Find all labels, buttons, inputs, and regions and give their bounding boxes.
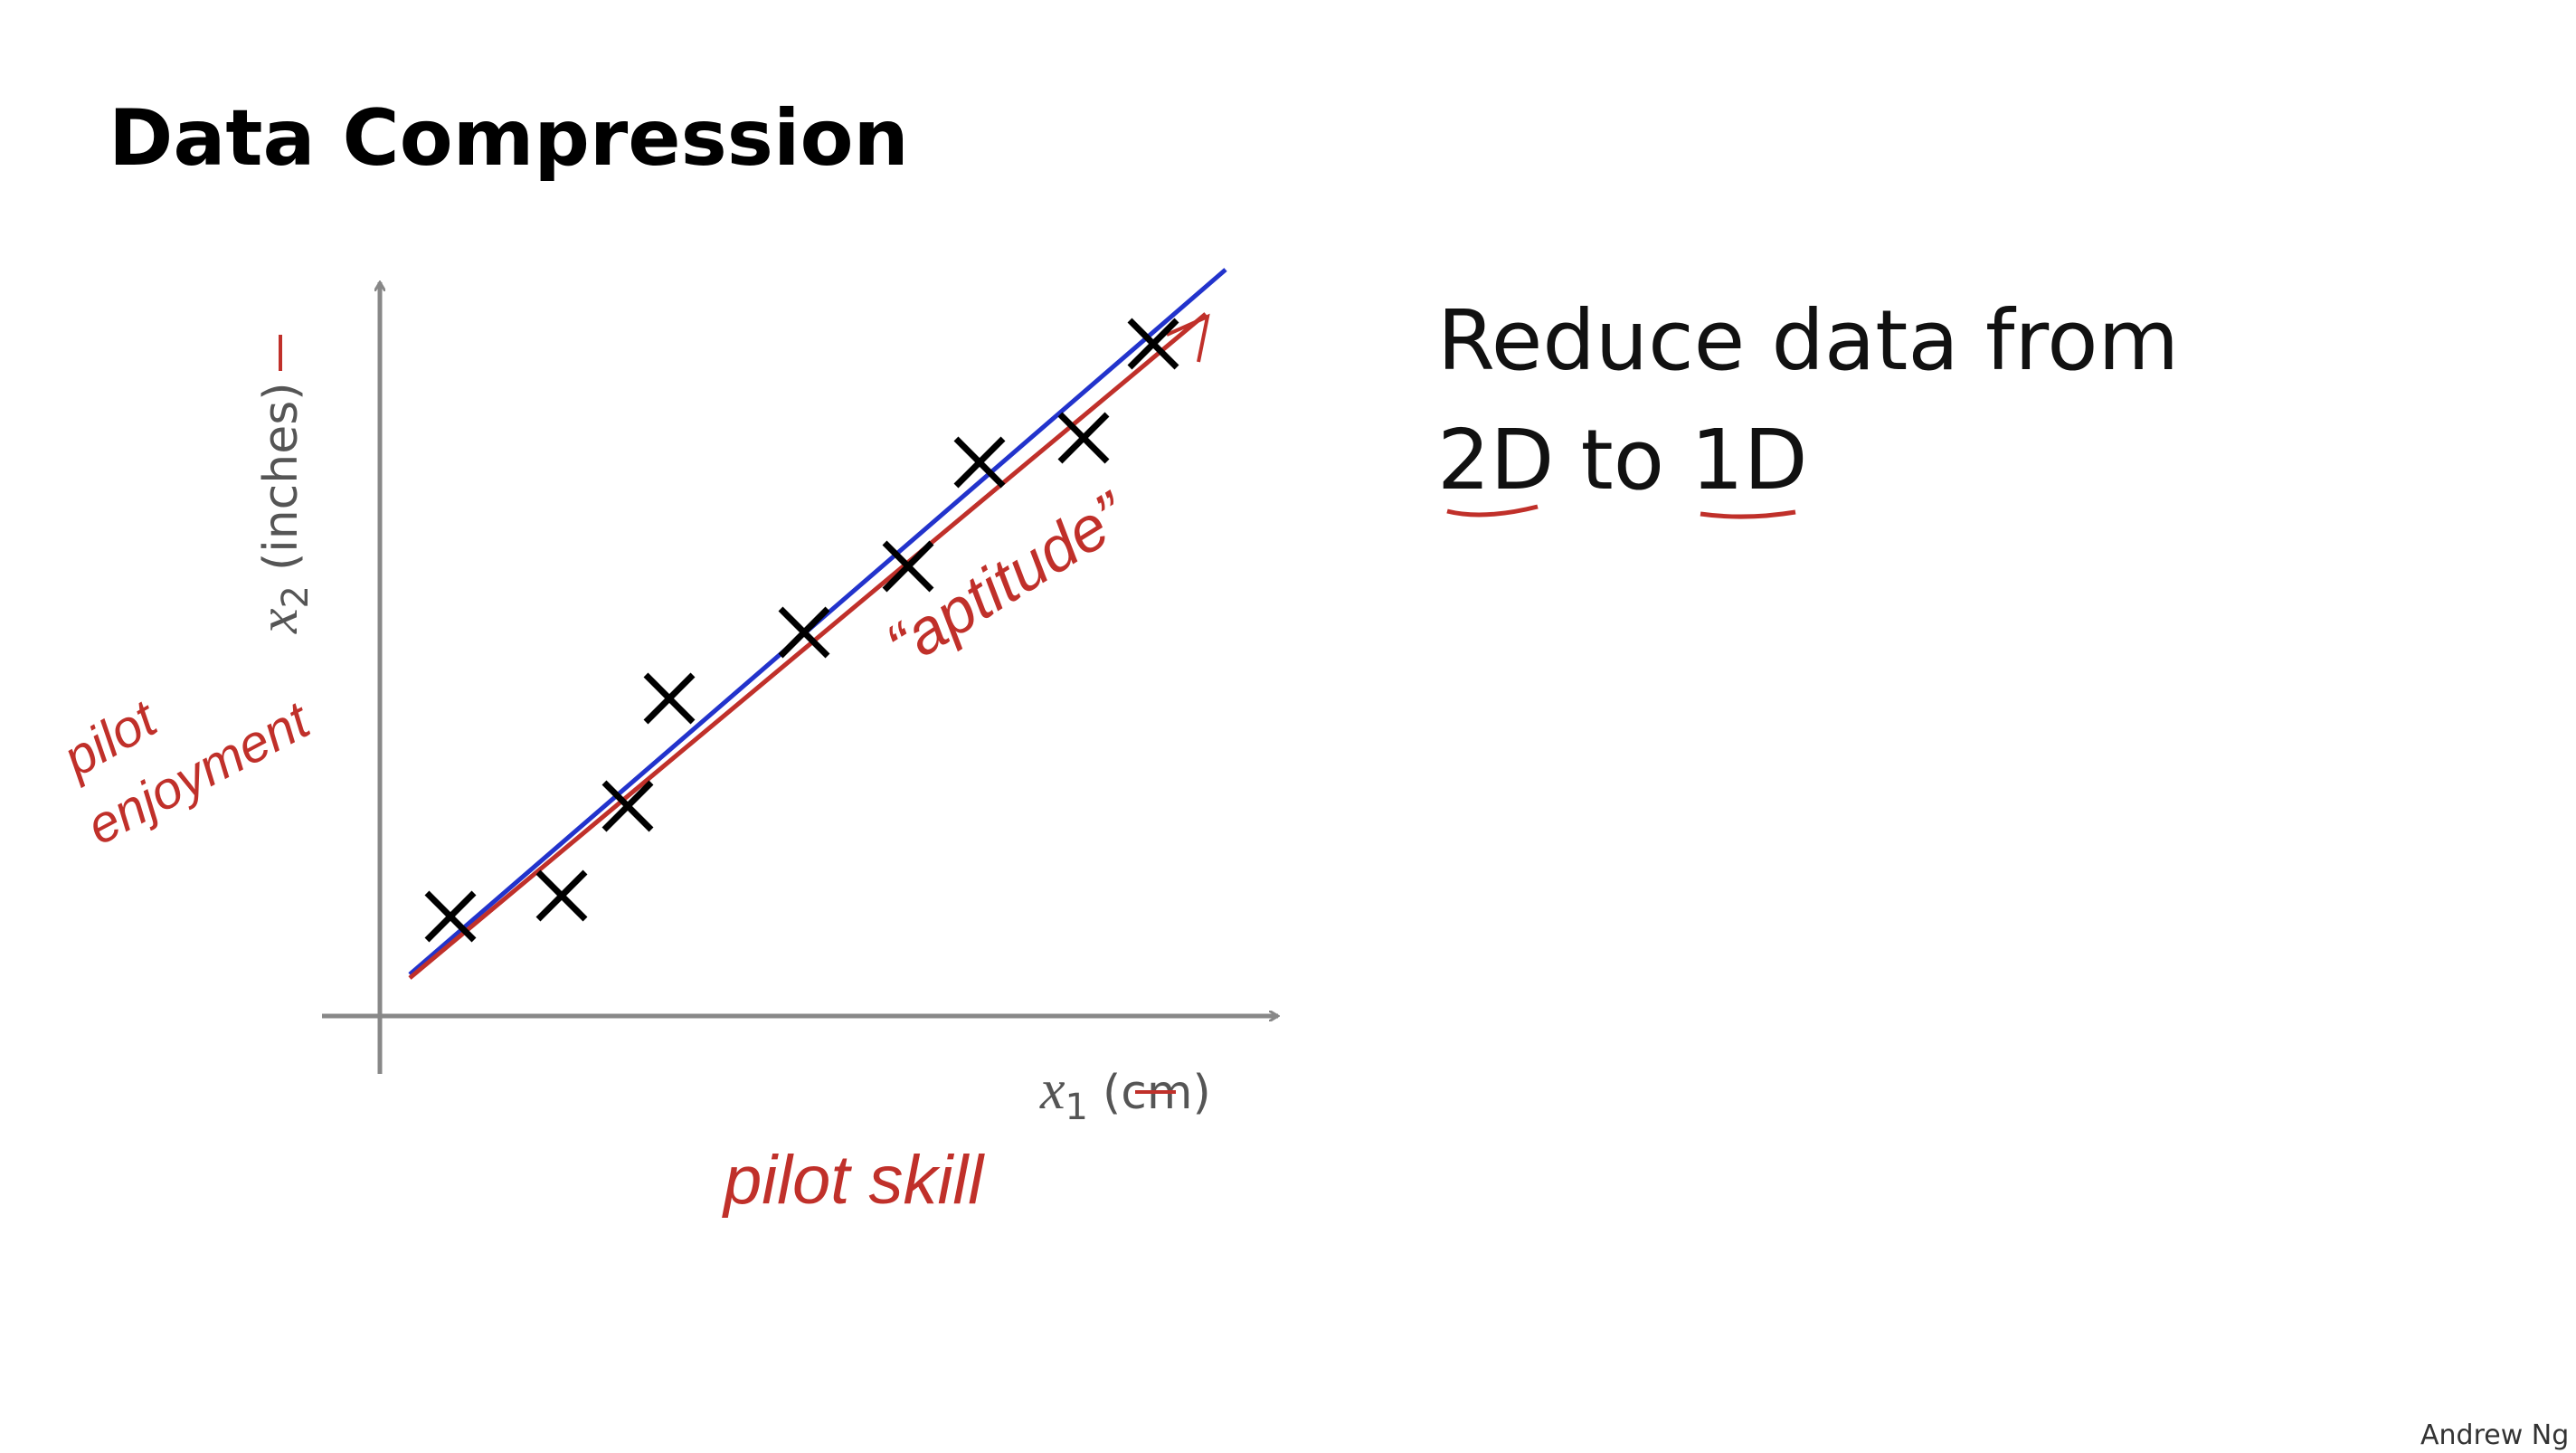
x-symbol: x <box>1039 1059 1065 1121</box>
cross <box>643 672 696 725</box>
y-subscript: 2 <box>275 585 317 608</box>
cross <box>882 540 934 593</box>
cross <box>1127 318 1179 370</box>
arrow-head <box>1166 313 1210 363</box>
text-line-1: Reduce data from <box>1437 292 2179 389</box>
annotation-x: pilot skill <box>722 1142 985 1219</box>
y-unit: (inches) <box>254 382 308 571</box>
cross <box>778 606 830 659</box>
text-line-2: 2D to 1D <box>1437 412 1808 508</box>
slide-title: Data Compression <box>109 93 909 184</box>
cross <box>601 780 654 832</box>
x-subscript: 1 <box>1065 1087 1088 1128</box>
data-points <box>424 318 1179 943</box>
cross <box>1057 412 1110 464</box>
cross <box>424 890 477 943</box>
cross <box>535 869 588 922</box>
footer: Andrew Ng <box>2420 1420 2569 1451</box>
x-axis-label: x1 (cm) <box>1039 1059 1211 1128</box>
y-symbol: x <box>248 608 309 634</box>
cross <box>953 436 1006 489</box>
underline <box>1700 509 1796 519</box>
underline <box>1446 504 1539 518</box>
y-axis-label: x2 (inches) <box>248 382 317 634</box>
